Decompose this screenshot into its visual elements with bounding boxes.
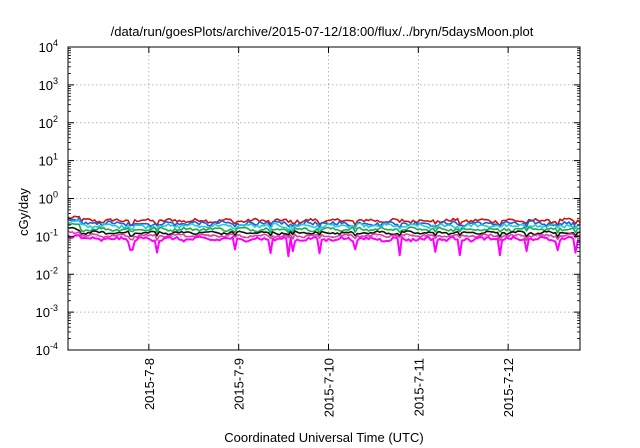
x-tick-label: 2015-7-12 [501, 358, 516, 417]
y-tick-label: 102 [39, 114, 58, 131]
series-line [67, 226, 581, 238]
y-tick-label: 103 [39, 76, 58, 93]
x-tick-label: 2015-7-8 [142, 358, 157, 410]
x-tick-label: 2015-7-11 [411, 358, 426, 416]
data-series [67, 215, 581, 258]
series-line [67, 234, 581, 258]
y-tick-label: 10-1 [36, 227, 58, 244]
y-axis-label: cGy/day [16, 188, 31, 236]
y-tick-label: 10-2 [36, 265, 58, 282]
grid-lines [68, 47, 580, 350]
y-tick-label: 10-3 [36, 303, 58, 320]
y-tick-label: 100 [39, 190, 58, 207]
chart-title: /data/run/goesPlots/archive/2015-07-12/1… [111, 24, 534, 39]
x-axis-label: Coordinated Universal Time (UTC) [224, 430, 423, 445]
x-tick-label: 2015-7-10 [321, 358, 336, 417]
series-line [67, 230, 581, 242]
series-line [67, 216, 581, 229]
x-tick-label: 2015-7-9 [232, 358, 247, 410]
x-axis: 2015-7-8 2015-7-9 2015-7-10 2015-7-11 2015-7… [142, 47, 516, 417]
series-line [67, 219, 581, 232]
series-line [67, 215, 581, 227]
y-axis: 104 103 102 101 100 10-1 10-2 10-3 10-4 [36, 38, 580, 358]
series-line [67, 222, 580, 235]
y-tick-label: 101 [39, 152, 58, 169]
y-tick-label: 104 [39, 38, 58, 55]
y-tick-label: 10-4 [36, 341, 58, 358]
